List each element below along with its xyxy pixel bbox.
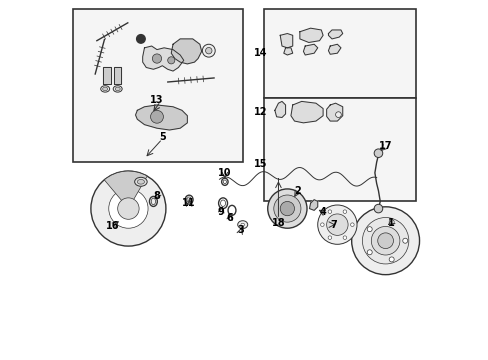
Circle shape xyxy=(373,204,382,213)
Bar xyxy=(73,9,242,162)
Text: 3: 3 xyxy=(237,225,244,235)
Text: 18: 18 xyxy=(271,218,285,228)
Circle shape xyxy=(136,35,145,43)
Ellipse shape xyxy=(102,87,107,91)
Ellipse shape xyxy=(113,86,122,92)
Circle shape xyxy=(373,149,382,157)
Circle shape xyxy=(91,171,165,246)
Circle shape xyxy=(366,227,371,232)
Circle shape xyxy=(377,233,393,249)
Ellipse shape xyxy=(134,177,147,186)
Text: 2: 2 xyxy=(294,186,301,196)
Text: 8: 8 xyxy=(153,191,160,201)
Circle shape xyxy=(362,217,408,264)
Circle shape xyxy=(366,250,371,255)
Polygon shape xyxy=(290,102,323,123)
Ellipse shape xyxy=(241,223,244,226)
Circle shape xyxy=(327,210,331,213)
Circle shape xyxy=(343,236,346,239)
Text: 4: 4 xyxy=(319,207,326,217)
Circle shape xyxy=(320,223,324,226)
Text: 6: 6 xyxy=(226,212,233,222)
Wedge shape xyxy=(104,171,147,208)
Polygon shape xyxy=(309,200,317,210)
Circle shape xyxy=(402,238,407,243)
Text: 9: 9 xyxy=(218,207,224,217)
Polygon shape xyxy=(328,44,340,54)
Ellipse shape xyxy=(237,221,247,229)
Polygon shape xyxy=(142,46,183,71)
Bar xyxy=(264,98,415,202)
Circle shape xyxy=(273,195,300,222)
Polygon shape xyxy=(280,33,292,48)
Text: 14: 14 xyxy=(253,48,267,58)
Ellipse shape xyxy=(101,86,109,92)
Text: 1: 1 xyxy=(387,218,393,228)
Text: 10: 10 xyxy=(218,168,231,178)
Circle shape xyxy=(343,210,346,213)
Circle shape xyxy=(350,223,353,226)
Polygon shape xyxy=(328,30,342,39)
Text: 12: 12 xyxy=(253,107,267,117)
Polygon shape xyxy=(283,48,292,55)
Circle shape xyxy=(388,220,393,225)
Circle shape xyxy=(205,48,212,54)
Circle shape xyxy=(388,257,393,262)
Text: 11: 11 xyxy=(182,198,196,208)
Text: 16: 16 xyxy=(105,221,119,231)
Polygon shape xyxy=(299,28,323,42)
Circle shape xyxy=(370,226,399,255)
Polygon shape xyxy=(171,39,201,64)
Circle shape xyxy=(118,198,139,219)
Ellipse shape xyxy=(137,180,144,184)
Polygon shape xyxy=(103,67,110,84)
Text: 5: 5 xyxy=(159,132,165,142)
Text: 13: 13 xyxy=(150,95,163,105)
Circle shape xyxy=(152,54,162,63)
Circle shape xyxy=(167,57,175,64)
Circle shape xyxy=(335,112,341,117)
Circle shape xyxy=(317,205,356,244)
Polygon shape xyxy=(326,103,342,121)
Text: 7: 7 xyxy=(330,220,337,230)
Text: 17: 17 xyxy=(378,141,391,151)
Circle shape xyxy=(351,207,419,275)
Circle shape xyxy=(327,236,331,239)
Polygon shape xyxy=(114,67,121,84)
Polygon shape xyxy=(135,105,187,130)
Circle shape xyxy=(267,189,306,228)
Circle shape xyxy=(202,44,215,57)
Polygon shape xyxy=(303,44,317,55)
Circle shape xyxy=(150,111,163,123)
Bar xyxy=(264,9,415,98)
Polygon shape xyxy=(274,102,285,117)
Circle shape xyxy=(326,214,347,235)
Text: 15: 15 xyxy=(253,159,267,169)
Circle shape xyxy=(280,202,294,216)
Ellipse shape xyxy=(115,87,120,91)
Circle shape xyxy=(108,189,148,228)
